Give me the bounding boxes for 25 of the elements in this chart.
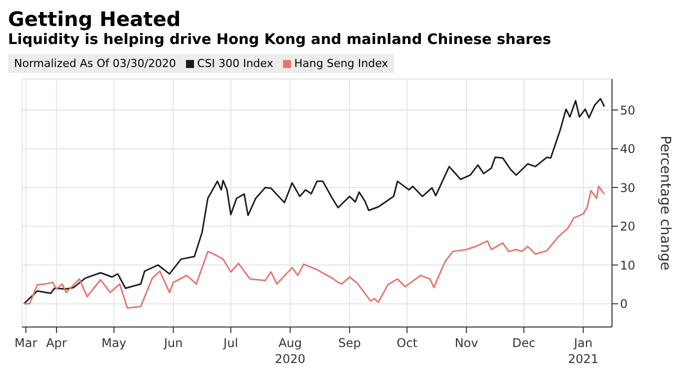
y-tick-label: 50 [620,103,636,118]
y-tick-label: 40 [620,142,636,156]
x-tick-label: Jul [222,336,238,350]
line-series [23,186,606,309]
y-tick-label: 0 [620,297,628,312]
legend-label: CSI 300 Index [196,57,274,70]
x-tick-label: Nov [454,336,478,350]
x-tick-label: Mar [14,336,38,350]
y-axis-title: Percentage change [657,136,674,270]
x-tick-label: May [102,336,126,350]
x-tick-label: Dec [512,336,536,350]
x-tick-label: Apr [46,336,67,350]
legend-label: Hang Seng Index [293,57,388,70]
y-tick-label: 20 [620,220,636,234]
chart-title: Getting Heated [8,7,182,31]
chart-subtitle: Liquidity is helping drive Hong Kong and mainland Chinese shares [8,31,552,50]
legend-title: Normalized As Of 03/30/2020 [14,57,176,70]
x-tick-label: Sep [338,336,361,350]
x-tick-label: Jun [162,336,183,350]
y-tick-label: 10 [620,258,636,272]
line-series [23,98,606,304]
x-tick-label: Oct [396,336,418,350]
x-tick-label: Aug 2020 [274,336,306,366]
x-tick-label: Jan 2021 [568,336,599,366]
y-tick-label: 30 [620,180,636,195]
